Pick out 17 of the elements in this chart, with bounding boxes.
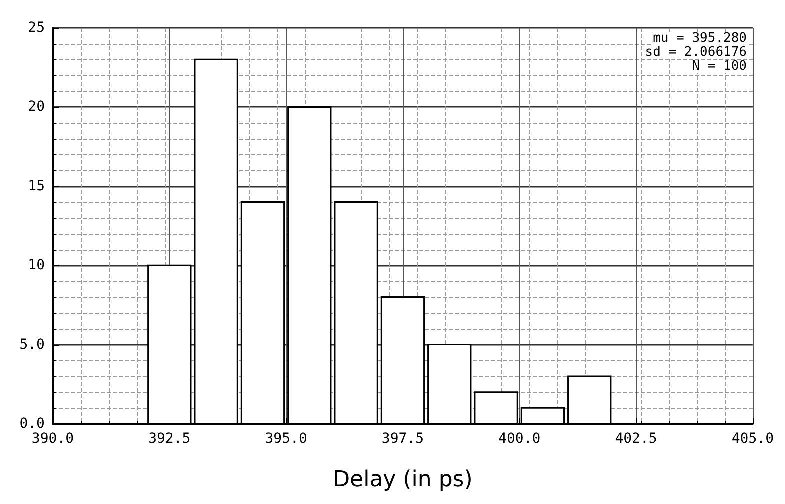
x-tick-label: 405.0 (732, 431, 774, 447)
annotation: mu = 395.280 (653, 31, 747, 46)
y-tick-label: 5.0 (20, 336, 45, 353)
y-tick-label: 10 (28, 258, 45, 274)
x-tick-label: 395.0 (265, 431, 308, 447)
x-axis-title: Delay (in ps) (333, 468, 473, 492)
y-tick-label: 25 (28, 20, 45, 36)
x-tick-label: 392.5 (148, 431, 191, 447)
x-tick-label: 402.5 (615, 431, 658, 447)
y-tick-label: 0.0 (20, 416, 45, 432)
x-tick-label: 400.0 (498, 431, 541, 447)
y-tick-label: 15 (28, 178, 45, 194)
x-tick-label: 390.0 (32, 431, 74, 447)
annotation: sd = 2.066176 (645, 45, 747, 60)
y-tick-label: 20 (28, 99, 45, 116)
x-tick-label: 397.5 (382, 431, 424, 447)
annotation: N = 100 (692, 59, 747, 74)
